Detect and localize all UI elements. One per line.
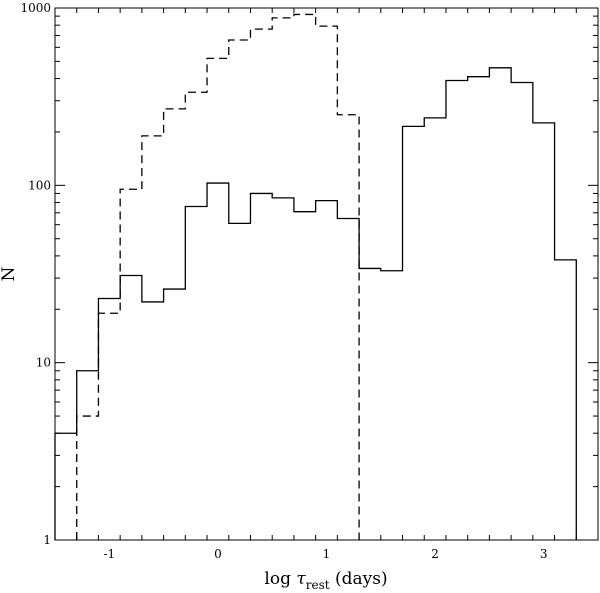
x-tick-label: -1 bbox=[103, 547, 115, 561]
y-tick-label: 1000 bbox=[20, 1, 51, 15]
series-layer bbox=[54, 13, 577, 540]
tick-layer: -1 0 1 2 3 1 10 100 1000 bbox=[20, 1, 599, 561]
y-tick-label: 100 bbox=[28, 178, 51, 192]
x-axis-label-prefix: log bbox=[264, 569, 296, 589]
y-axis-label: N bbox=[0, 266, 19, 281]
histogram-dashed-series bbox=[76, 13, 360, 540]
x-tick-label: 0 bbox=[214, 547, 222, 561]
x-axis-label-symbol: τ bbox=[296, 569, 306, 589]
x-axis-label-subscript: rest bbox=[306, 578, 330, 592]
y-tick-label: 10 bbox=[36, 356, 51, 370]
x-axis-label: log τrest (days) bbox=[264, 569, 387, 592]
histogram-solid-series bbox=[54, 67, 577, 540]
x-axis-label-suffix: (days) bbox=[330, 569, 388, 589]
x-tick-label: 2 bbox=[431, 547, 439, 561]
x-tick-label: 3 bbox=[540, 547, 548, 561]
y-tick-label: 1 bbox=[43, 533, 51, 547]
x-tick-label: 1 bbox=[323, 547, 331, 561]
plot-frame bbox=[54, 7, 599, 541]
